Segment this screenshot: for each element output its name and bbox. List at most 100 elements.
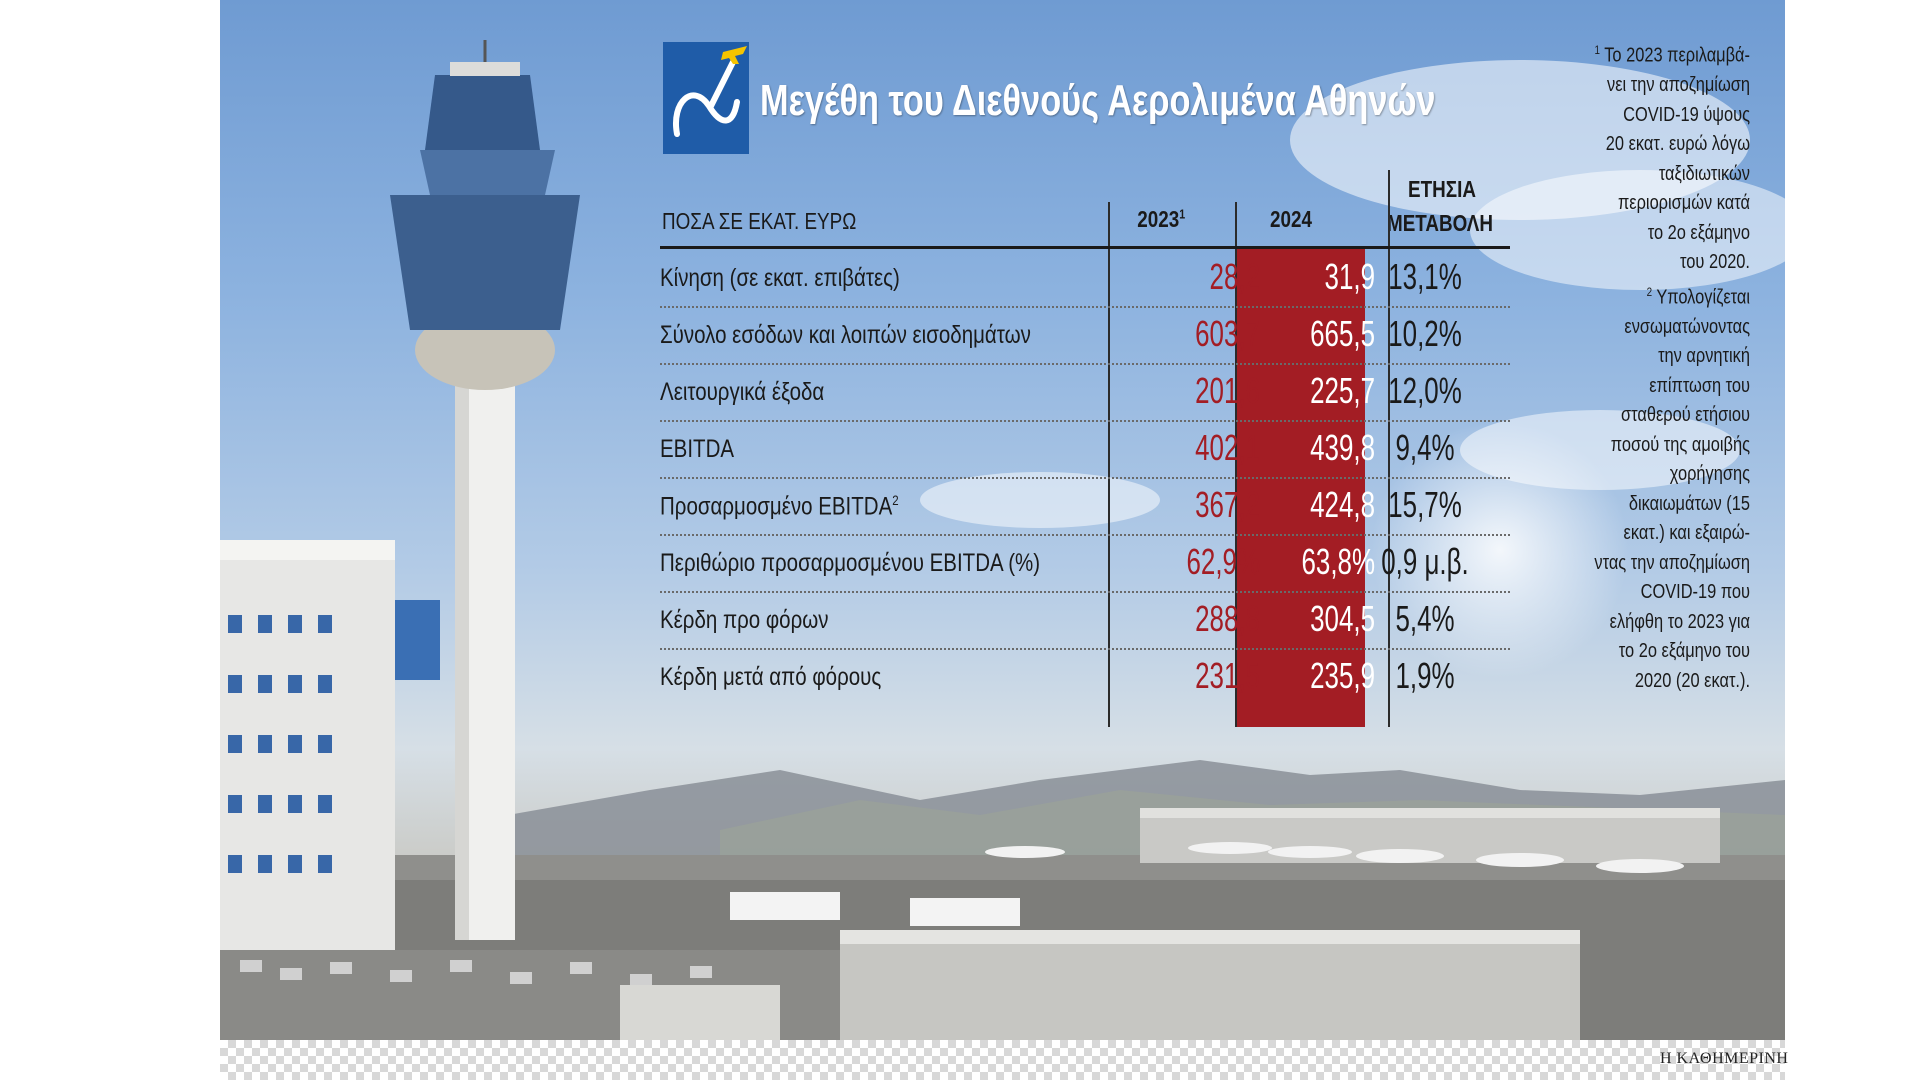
footnote-text: Το 2023 περιλαμβά- [1604, 44, 1750, 67]
footnote-line: ελήφθη το 2023 για [1588, 608, 1750, 638]
highlight-column-2024 [1235, 247, 1365, 727]
col-header-label: ΠΟΣΑ ΣΕ ΕΚΑΤ. ΕΥΡΩ [662, 208, 857, 234]
col-header-change-line2: ΜΕΤΑΒΟΛΗ [1386, 210, 1494, 236]
annual-change: 5,4% [1395, 598, 1455, 639]
row-label: Λειτουργικά έξοδα [660, 378, 824, 407]
footnote-text: εκατ.) και εξαιρώ- [1623, 522, 1750, 545]
footnote-line: ενσωματώνοντας [1588, 313, 1750, 343]
row-label: Σύνολο εσόδων και λοιπών εισοδημάτων [660, 321, 1031, 350]
footnote-text: το 2ο εξάμηνο του [1618, 640, 1750, 663]
footnote-line: περιορισμών κατά [1588, 189, 1750, 219]
footnote-text: ελήφθη το 2023 για [1609, 610, 1750, 633]
background-photo [220, 0, 1785, 1040]
value-2023: 201,6 [1195, 370, 1260, 411]
value-2023: 402,1 [1195, 427, 1260, 468]
footnote-line: το 2ο εξάμηνο του [1588, 637, 1750, 667]
figures-table: ΠΟΣΑ ΣΕ ΕΚΑΤ. ΕΥΡΩ 20231 2024 ΕΤΗΣΙΑ ΜΕΤ… [660, 170, 1510, 730]
value-2024: 31,9 [1324, 256, 1375, 297]
footnote-line: του 2020. [1588, 248, 1750, 278]
row-label-text: Κίνηση (σε εκατ. επιβάτες) [660, 264, 900, 292]
column-divider [1108, 202, 1110, 727]
row-label-text: EBITDA [660, 435, 735, 463]
footnote-text: την αρνητική [1658, 345, 1750, 368]
row-label: Περιθώριο προσαρμοσμένου EBITDA (%) [660, 549, 1040, 578]
row-label-text: Προσαρμοσμένο EBITDA [660, 492, 893, 521]
column-divider [1388, 170, 1390, 727]
col-header-2024: 2024 [1270, 206, 1312, 232]
footnote-line: το 2ο εξάμηνο [1588, 219, 1750, 249]
footnote-marker: 2 [1646, 284, 1653, 299]
footnote-text: ενσωματώνοντας [1624, 315, 1750, 338]
col-header-2023: 20231 [1137, 206, 1186, 232]
row-separator [660, 648, 1510, 650]
footnote-text: COVID-19 ύψους [1623, 103, 1750, 126]
footnote-line: ταξιδιωτικών [1588, 160, 1750, 190]
col-header-change-line1: ΕΤΗΣΙΑ [1408, 176, 1476, 202]
airport-scene-illustration [220, 40, 1785, 1040]
footnote-line: 20 εκατ. ευρώ λόγω [1588, 130, 1750, 160]
annual-change: 9,4% [1395, 427, 1455, 468]
footnote-text: επίπτωση του [1649, 374, 1750, 397]
row-label-text: Κέρδη προ φόρων [660, 606, 829, 634]
annual-change: 1,9% [1395, 655, 1455, 696]
footnote-text: περιορισμών κατά [1617, 192, 1750, 215]
value-2024: 63,8% [1301, 541, 1375, 582]
row-separator [660, 363, 1510, 365]
row-separator [660, 477, 1510, 479]
row-separator [660, 420, 1510, 422]
row-label-text: Περιθώριο προσαρμοσμένου EBITDA (%) [660, 549, 1041, 577]
footnote-text: σταθερού ετήσιου [1620, 404, 1750, 427]
footnote-line: COVID-19 ύψους [1588, 101, 1750, 131]
athens-airport-logo-icon [663, 42, 749, 154]
value-2024: 304,5 [1310, 598, 1375, 639]
value-2023: 367,2 [1195, 484, 1260, 525]
footnote-text: ταξιδιωτικών [1658, 162, 1750, 185]
row-label-text: Κέρδη μετά από φόρους [660, 663, 882, 691]
value-2024: 424,8 [1310, 484, 1375, 525]
footnote-line: ντας την αποζημίωση [1588, 549, 1750, 579]
footnote-text: χορήγησης [1669, 463, 1750, 486]
row-label: Κέρδη μετά από φόρους [660, 663, 881, 692]
footnote-text: 20 εκατ. ευρώ λόγω [1605, 133, 1750, 156]
row-label-text: Λειτουργικά έξοδα [660, 378, 825, 406]
footnote-text: ντας την αποζημίωση [1594, 551, 1750, 574]
footnote-line: επίπτωση του [1588, 372, 1750, 402]
value-2024: 235,9 [1310, 655, 1375, 696]
footnote-line: νει την αποζημίωση [1588, 71, 1750, 101]
footnote-marker: 2 [892, 492, 899, 508]
publisher-credit: Η ΚΑΘΗΜΕΡΙΝΗ [1660, 1050, 1789, 1067]
row-separator [660, 534, 1510, 536]
row-label: Προσαρμοσμένο EBITDA2 [660, 492, 899, 521]
footnote-marker: 1 [1594, 43, 1600, 57]
footnote-line: σταθερού ετήσιου [1588, 401, 1750, 431]
row-label: Κέρδη προ φόρων [660, 606, 828, 635]
footnote-text: ποσού της αμοιβής [1610, 433, 1750, 456]
footnote-line: 2020 (20 εκατ.). [1588, 667, 1750, 697]
footnote-text: COVID-19 που [1640, 581, 1750, 604]
value-2023: 62,9% [1186, 541, 1260, 582]
chart-title: Μεγέθη του Διεθνούς Αερολιμένα Αθηνών [760, 76, 1436, 125]
row-separator [660, 591, 1510, 593]
footnote-text: το 2ο εξάμηνο [1647, 221, 1750, 244]
value-2024: 439,8 [1310, 427, 1375, 468]
footnote-line: ποσού της αμοιβής [1588, 431, 1750, 461]
footnote-line: 2 Υπολογίζεται [1588, 278, 1750, 313]
value-2024: 665,5 [1310, 313, 1375, 354]
footnote-text: νει την αποζημίωση [1607, 74, 1750, 97]
header-rule [660, 246, 1510, 249]
footnote-marker: 1 [1179, 206, 1186, 222]
row-label: EBITDA [660, 435, 734, 464]
annual-change: 12,0% [1388, 370, 1462, 411]
annual-change: 10,2% [1388, 313, 1462, 354]
value-2023: 231,5 [1195, 655, 1260, 696]
row-label: Κίνηση (σε εκατ. επιβάτες) [660, 264, 900, 293]
footnote-line: 1 Το 2023 περιλαμβά- [1588, 36, 1750, 71]
footnote-line: χορήγησης [1588, 460, 1750, 490]
transparency-checker-strip [220, 1040, 1785, 1080]
value-2023: 603,7 [1195, 313, 1260, 354]
footnote-line: εκατ.) και εξαιρώ- [1588, 519, 1750, 549]
footnote-text: 2020 (20 εκατ.). [1634, 669, 1750, 692]
annual-change: 13,1% [1388, 256, 1462, 297]
footnotes: 1 Το 2023 περιλαμβά-νει την αποζημίωση CO… [1552, 36, 1750, 696]
row-separator [660, 306, 1510, 308]
